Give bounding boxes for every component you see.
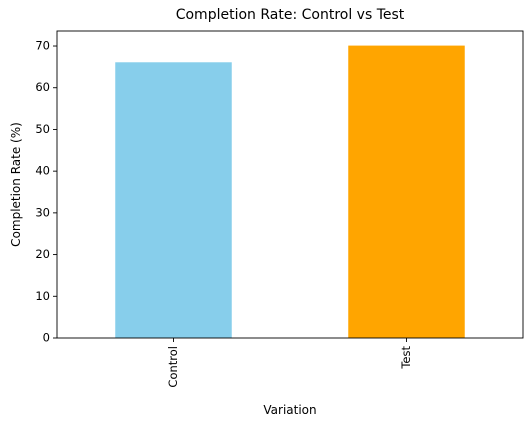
bars-group [115,45,465,338]
x-axis: Control Test [166,338,413,388]
y-tick-label: 70 [35,39,50,53]
bar-control [115,62,232,338]
x-tick-label-control: Control [166,346,180,388]
y-tick-label: 50 [35,122,50,136]
x-axis-label: Variation [263,403,316,417]
y-tick-label: 40 [35,164,50,178]
y-tick-label: 0 [43,331,50,345]
chart-title: Completion Rate: Control vs Test [176,7,405,23]
bar-test [348,45,465,338]
x-tick-label-test: Test [399,346,413,370]
y-tick-label: 20 [35,247,50,261]
y-tick-label: 10 [35,289,50,303]
y-axis: 0 10 20 30 40 50 60 70 [35,39,57,345]
plot-frame [56,30,524,339]
y-tick-label: 30 [35,205,50,219]
y-tick-label: 60 [35,80,50,94]
y-axis-label: Completion Rate (%) [9,122,23,247]
